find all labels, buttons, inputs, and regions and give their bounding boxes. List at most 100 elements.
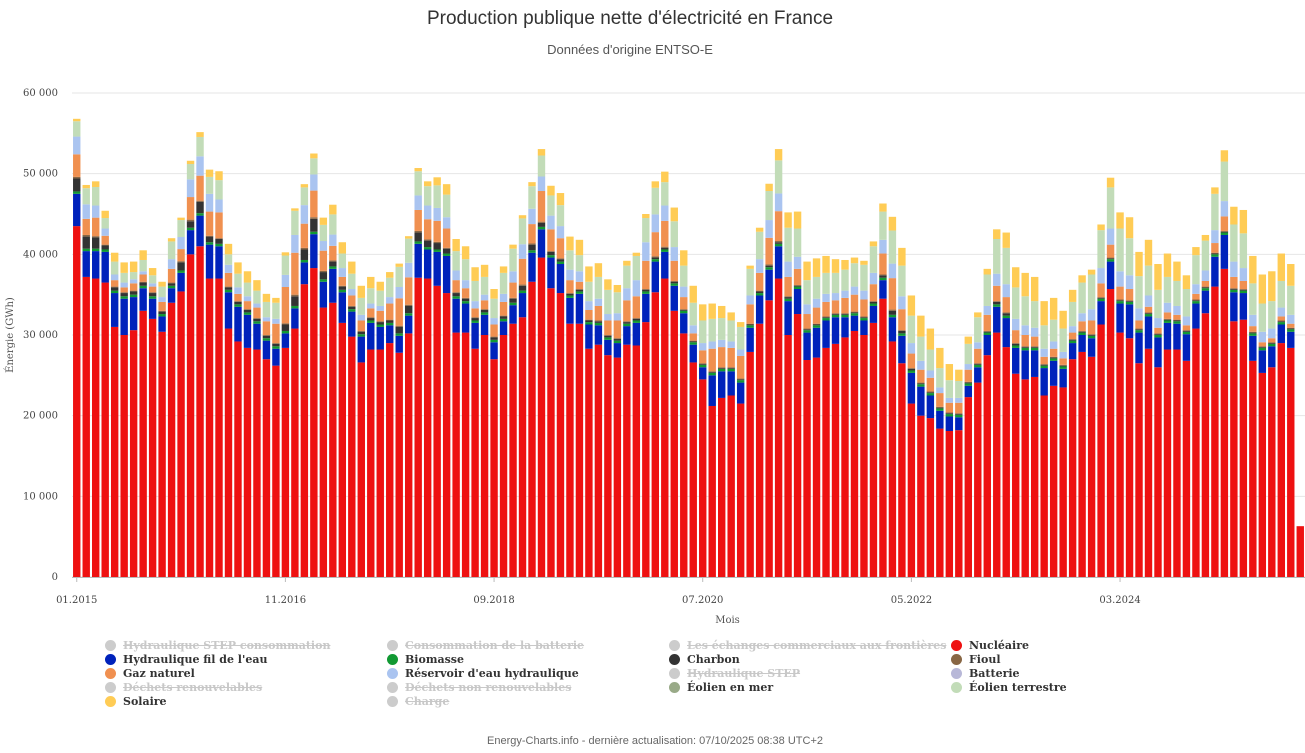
bar-segment-nucleaire[interactable] [917,415,925,577]
bar-stack[interactable] [974,312,982,577]
bar-segment-gaz[interactable] [1106,244,1115,258]
bar-segment-solaire[interactable] [1002,232,1010,248]
bar-segment-charbon[interactable] [196,201,204,214]
bar-segment-fioul[interactable] [262,335,271,336]
bar-segment-nucleaire[interactable] [1154,367,1162,577]
bar-stack[interactable] [1239,209,1248,577]
bar-stack[interactable] [812,258,821,577]
bar-segment-solaire[interactable] [291,208,299,211]
bar-segment-reservoir[interactable] [1239,268,1248,281]
bar-segment-gaz[interactable] [1021,335,1029,347]
bar-segment-nucleaire[interactable] [594,344,603,577]
bar-segment-fioul[interactable] [556,258,565,260]
bar-segment-reservoir[interactable] [812,298,821,308]
bar-segment-charbon[interactable] [243,309,252,313]
bar-segment-gaz[interactable] [632,296,641,319]
bar-segment-biomasse[interactable] [1125,301,1134,305]
bar-segment-reservoir[interactable] [167,259,176,269]
bar-segment-eolien_terre[interactable] [253,290,261,304]
bar-stack[interactable] [680,250,688,577]
bar-segment-biomasse[interactable] [594,322,603,326]
bar-segment-solaire[interactable] [148,268,157,276]
bar-segment-fioul[interactable] [689,340,697,342]
bar-segment-fioul[interactable] [803,328,811,330]
bar-segment-nucleaire[interactable] [205,278,214,577]
bar-segment-biomasse[interactable] [1268,343,1276,347]
bar-segment-fioul[interactable] [490,336,498,338]
bar-segment-eolien_terre[interactable] [129,272,138,280]
bar-segment-reservoir[interactable] [547,215,555,230]
bar-segment-biomasse[interactable] [632,320,641,323]
bar-segment-eolien_terre[interactable] [632,255,641,281]
bar-segment-fil_eau[interactable] [1201,290,1210,314]
bar-segment-gaz[interactable] [414,209,422,231]
bar-segment-charbon[interactable] [1030,347,1039,348]
bar-segment-gaz[interactable] [1002,297,1010,313]
bar-segment-gaz[interactable] [964,369,972,382]
bar-segment-eolien_terre[interactable] [329,214,337,235]
bar-segment-reservoir[interactable] [926,370,935,378]
bar-segment-fioul[interactable] [955,413,963,415]
bar-segment-reservoir[interactable] [1144,295,1153,307]
bar-segment-reservoir[interactable] [423,205,432,220]
bar-segment-fioul[interactable] [594,320,603,322]
bar-segment-fioul[interactable] [509,297,517,299]
bar-segment-eolien_terre[interactable] [822,272,830,294]
bar-segment-eolien_terre[interactable] [613,292,622,314]
bar-segment-gaz[interactable] [1268,338,1276,343]
bar-segment-eolien_terre[interactable] [158,286,166,298]
bar-segment-charbon[interactable] [139,282,147,286]
bar-segment-charbon[interactable] [917,383,925,385]
bar-segment-reservoir[interactable] [1163,302,1172,313]
bar-segment-fioul[interactable] [983,330,991,332]
bar-segment-nucleaire[interactable] [993,332,1001,577]
bar-stack[interactable] [1173,261,1181,577]
bar-segment-charbon[interactable] [974,364,982,365]
bar-stack[interactable] [386,272,394,577]
bar-segment-biomasse[interactable] [528,250,536,253]
bar-segment-nucleaire[interactable] [566,323,574,577]
bar-segment-charbon[interactable] [215,239,223,244]
bar-stack[interactable] [604,279,612,577]
bar-segment-fil_eau[interactable] [727,371,735,396]
bar-segment-fioul[interactable] [632,318,641,319]
bar-segment-biomasse[interactable] [300,259,309,263]
bar-segment-solaire[interactable] [139,250,147,260]
bar-segment-fil_eau[interactable] [1277,324,1285,344]
bar-segment-gaz[interactable] [357,320,365,331]
bar-segment-nucleaire[interactable] [955,430,963,577]
bar-segment-gaz[interactable] [850,294,859,312]
bar-segment-eolien_terre[interactable] [1192,255,1200,285]
bar-segment-biomasse[interactable] [167,285,176,289]
bar-segment-gaz[interactable] [566,280,574,294]
bar-segment-gaz[interactable] [1030,336,1039,347]
bar-segment-fil_eau[interactable] [423,249,432,279]
bar-segment-reservoir[interactable] [888,263,897,279]
bar-segment-gaz[interactable] [310,190,318,218]
bar-segment-eolien_terre[interactable] [670,221,678,248]
bar-segment-fil_eau[interactable] [367,322,375,350]
bar-segment-reservoir[interactable] [253,303,261,308]
bar-segment-fil_eau[interactable] [1030,350,1039,377]
bar-segment-eolien_terre[interactable] [651,187,659,215]
bar-segment-charbon[interactable] [129,291,138,295]
bar-stack[interactable] [983,268,991,577]
bar-segment-fil_eau[interactable] [262,340,271,360]
bar-segment-biomasse[interactable] [452,296,460,299]
bar-segment-gaz[interactable] [1125,289,1134,301]
bar-segment-charbon[interactable] [490,337,498,340]
bar-segment-nucleaire[interactable] [509,323,517,577]
bar-stack[interactable] [661,171,669,577]
legend-item[interactable]: Déchets renouvelables [105,680,387,694]
bar-segment-charbon[interactable] [765,265,773,268]
bar-segment-fil_eau[interactable] [186,230,195,255]
bar-segment-eolien_terre[interactable] [566,250,574,270]
bar-segment-eolien_terre[interactable] [1163,276,1172,303]
bar-stack[interactable] [73,118,81,577]
bar-segment-reservoir[interactable] [405,262,413,278]
bar-segment-biomasse[interactable] [423,247,432,250]
bar-segment-fioul[interactable] [1249,331,1257,333]
bar-segment-charbon[interactable] [120,293,128,297]
bar-segment-fil_eau[interactable] [841,317,849,338]
bar-segment-solaire[interactable] [1154,264,1162,290]
